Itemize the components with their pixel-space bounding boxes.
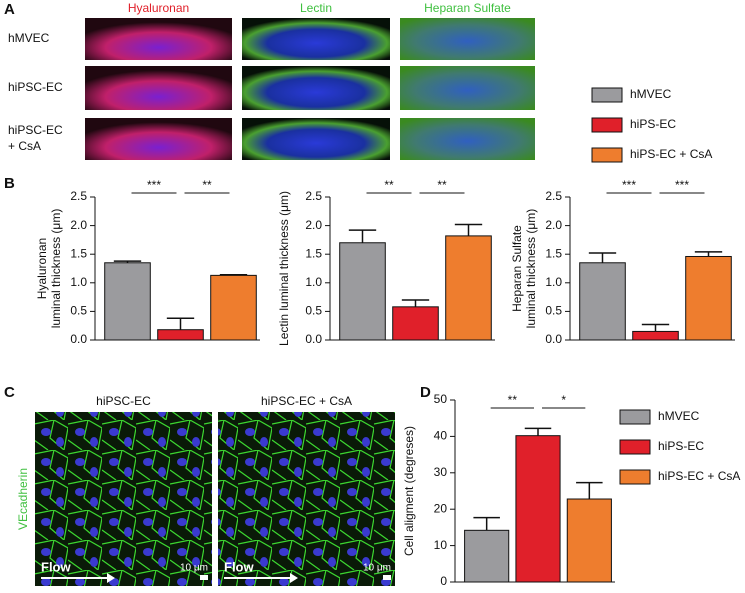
significance-label: **: [508, 393, 518, 407]
bar: [632, 330, 679, 341]
bar: [579, 262, 626, 341]
column-label: Heparan Sulfate: [424, 1, 511, 15]
micrograph: [400, 66, 535, 110]
micrograph: [35, 412, 212, 586]
y-tick-label: 1.5: [545, 246, 562, 260]
image-title: hiPSC-EC + CsA: [261, 394, 352, 408]
y-tick-label: 0.0: [70, 332, 87, 346]
significance-label: **: [437, 178, 447, 192]
significance-label: *: [561, 393, 566, 407]
y-tick-label: 2.0: [305, 218, 322, 232]
panel-label: A: [4, 1, 15, 18]
y-tick-label: 0.0: [305, 332, 322, 346]
bar: [157, 329, 204, 341]
significance-label: **: [384, 178, 394, 192]
y-axis-label: Lectin luminal thickness (μm): [277, 191, 291, 346]
legend-swatch: [591, 117, 623, 133]
flow-label: Flow: [224, 559, 254, 574]
y-tick-label: 1.0: [545, 275, 562, 289]
y-axis-label: luminal thickness (μm): [524, 209, 538, 329]
y-tick-label: 10: [434, 538, 448, 552]
y-axis-label: Hyaluronan: [35, 238, 49, 299]
y-tick-label: 0.5: [70, 304, 87, 318]
legend-label: hMVEC: [630, 87, 672, 101]
micrograph: [400, 18, 535, 60]
y-tick-label: 1.5: [70, 246, 87, 260]
y-axis-label: Heparan Sulfate: [510, 225, 524, 312]
column-label: Hyaluronan: [128, 1, 189, 15]
row-label: hiPSC-EC: [8, 80, 63, 94]
micrograph: [242, 18, 390, 60]
micrograph: [242, 118, 390, 160]
bar: [566, 498, 612, 583]
y-tick-label: 0.0: [545, 332, 562, 346]
micrograph: [85, 66, 232, 110]
bar: [104, 262, 151, 341]
y-tick-label: 1.5: [305, 246, 322, 260]
panel-label: C: [4, 384, 15, 401]
flow-label: Flow: [41, 559, 71, 574]
scale-label: 10 μm: [180, 563, 208, 574]
y-tick-label: 2.5: [305, 189, 322, 203]
flow-arrowhead: [107, 573, 115, 583]
image-title: hiPSC-EC: [96, 394, 151, 408]
significance-label: **: [202, 178, 212, 192]
y-tick-label: 2.5: [70, 189, 87, 203]
micrograph: [85, 18, 232, 60]
micrograph: [242, 66, 390, 110]
bar: [464, 529, 510, 583]
y-tick-label: 50: [434, 392, 448, 406]
y-tick-label: 0.5: [305, 304, 322, 318]
y-tick-label: 0.5: [545, 304, 562, 318]
y-tick-label: 1.0: [70, 275, 87, 289]
y-tick-label: 1.0: [305, 275, 322, 289]
legend-label: hiPS-EC + CsA: [658, 469, 740, 483]
y-tick-label: 40: [434, 429, 448, 443]
legend-swatch: [619, 439, 651, 455]
y-tick-label: 30: [434, 465, 448, 479]
y-axis-label: Cell aligment (degreses): [402, 426, 416, 556]
y-tick-label: 2.5: [545, 189, 562, 203]
stain-label: VEcadherin: [16, 468, 30, 530]
micrograph: [85, 118, 232, 160]
bar: [210, 274, 257, 341]
legend-label: hiPS-EC: [658, 439, 704, 453]
scale-bar: [200, 575, 208, 580]
flow-arrowhead: [290, 573, 298, 583]
scale-label: 10 μm: [363, 563, 391, 574]
significance-label: ***: [147, 178, 161, 192]
scale-bar: [383, 575, 391, 580]
row-label: hMVEC: [8, 31, 50, 45]
significance-label: ***: [675, 178, 689, 192]
bar: [392, 306, 439, 341]
significance-label: ***: [622, 178, 636, 192]
legend-swatch: [619, 409, 651, 425]
bar: [445, 235, 492, 341]
row-label: hiPSC-EC: [8, 123, 63, 137]
panel-label: D: [420, 384, 431, 401]
legend-swatch: [591, 87, 623, 103]
legend-swatch: [591, 147, 623, 163]
legend-label: hiPS-EC: [630, 117, 676, 131]
bar: [339, 242, 386, 341]
y-tick-label: 20: [434, 501, 448, 515]
panel-label: B: [4, 175, 15, 192]
micrograph: [400, 118, 535, 160]
y-axis-label: luminal thickness (μm): [49, 209, 63, 329]
y-tick-label: 2.0: [70, 218, 87, 232]
bar: [515, 435, 561, 583]
y-tick-label: 0: [440, 574, 447, 588]
legend-swatch: [619, 469, 651, 485]
legend-label: hiPS-EC + CsA: [630, 147, 712, 161]
micrograph: [218, 412, 395, 586]
legend-label: hMVEC: [658, 409, 700, 423]
column-label: Lectin: [300, 1, 332, 15]
bar: [685, 255, 732, 341]
y-tick-label: 2.0: [545, 218, 562, 232]
row-label: + CsA: [8, 139, 41, 153]
